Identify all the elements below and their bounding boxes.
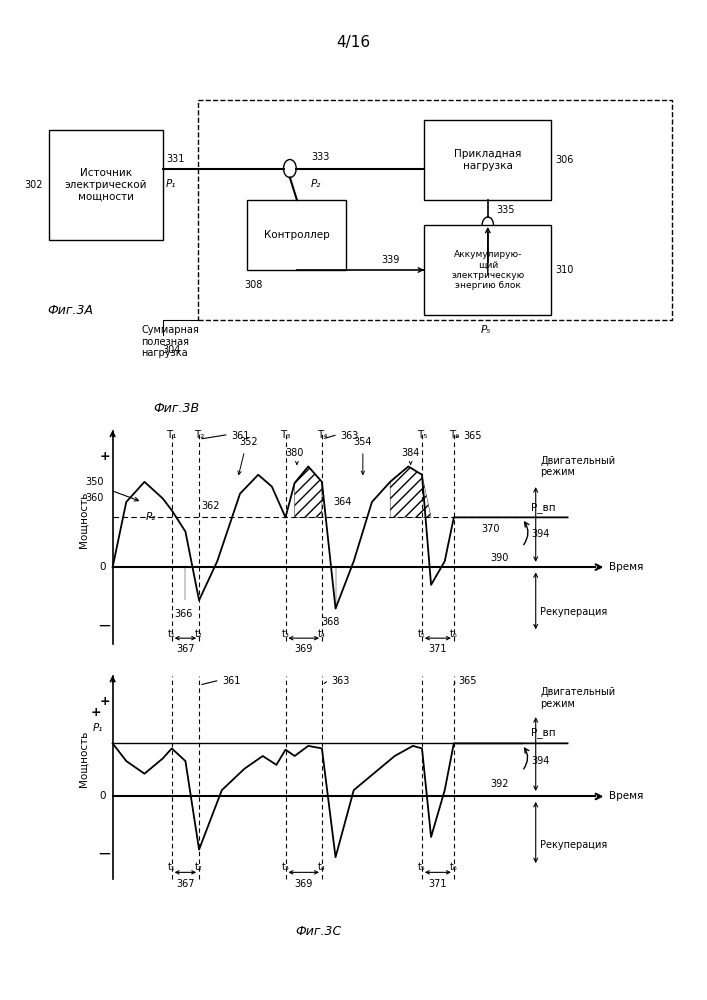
Text: t₂: t₂ [195, 862, 203, 872]
Text: 366: 366 [174, 609, 192, 619]
Text: P₄: P₄ [477, 285, 488, 295]
Text: 339: 339 [382, 255, 400, 265]
Text: P₁: P₁ [93, 723, 103, 733]
Text: T₅: T₅ [417, 430, 427, 440]
Text: 394: 394 [531, 529, 549, 539]
Text: t₄: t₄ [318, 862, 326, 872]
Text: Р_вп: Р_вп [531, 502, 556, 513]
Text: Контроллер: Контроллер [264, 230, 329, 240]
Text: t₃: t₃ [281, 862, 289, 872]
Text: +: + [99, 695, 110, 708]
Text: T₂: T₂ [194, 430, 204, 440]
Text: 363: 363 [331, 676, 349, 686]
Bar [49, 130, 163, 240]
Text: P₅: P₅ [481, 325, 491, 335]
Text: Мощность: Мощность [78, 492, 88, 548]
Text: 371: 371 [428, 879, 447, 889]
Text: t₂: t₂ [195, 629, 203, 639]
Text: 362: 362 [201, 501, 220, 511]
Bar [247, 200, 346, 270]
Text: 4/16: 4/16 [337, 35, 370, 50]
Text: T₄: T₄ [317, 430, 327, 440]
Text: Фиг.3А: Фиг.3А [47, 304, 94, 316]
Circle shape [284, 160, 296, 178]
Text: T₆: T₆ [449, 430, 459, 440]
Text: 369: 369 [295, 644, 313, 654]
Text: Р_вп: Р_вп [531, 727, 556, 738]
Text: +: + [99, 450, 110, 463]
Text: 361: 361 [222, 676, 240, 686]
Text: 365: 365 [458, 676, 477, 686]
Text: 365: 365 [463, 431, 481, 441]
Text: 306: 306 [555, 155, 573, 165]
Text: 367: 367 [176, 644, 194, 654]
Text: Аккумулирую-
щий
электрическую
энергию блок: Аккумулирую- щий электрическую энергию б… [451, 250, 525, 290]
Text: 0: 0 [99, 562, 106, 572]
Text: 368: 368 [322, 617, 340, 627]
Text: +: + [90, 706, 101, 720]
Text: 310: 310 [555, 265, 573, 275]
Text: Мощность: Мощность [78, 730, 88, 787]
Text: 394: 394 [531, 756, 549, 766]
Text: t₅: t₅ [418, 862, 426, 872]
Text: Рекуперация: Рекуперация [540, 607, 607, 617]
Text: 304: 304 [163, 345, 181, 355]
Text: 350: 350 [85, 477, 103, 487]
Bar [198, 100, 672, 320]
Text: Суммарная
полезная
нагрузка: Суммарная полезная нагрузка [141, 325, 199, 358]
Text: t₁: t₁ [168, 629, 175, 639]
Text: 390: 390 [490, 553, 508, 563]
Text: 335: 335 [496, 205, 515, 215]
Text: 392: 392 [490, 779, 508, 789]
Text: P₂: P₂ [311, 179, 322, 189]
Text: 369: 369 [295, 879, 313, 889]
Text: Двигательный
режим: Двигательный режим [540, 456, 615, 477]
Text: 360: 360 [85, 493, 103, 503]
Circle shape [482, 262, 493, 278]
Text: Рекуперация: Рекуперация [540, 840, 607, 850]
Text: 352: 352 [240, 437, 259, 447]
Text: 364: 364 [333, 497, 351, 507]
Text: t₁: t₁ [168, 862, 175, 872]
Text: 380: 380 [286, 448, 304, 458]
Text: 361: 361 [231, 431, 250, 441]
Text: P₃: P₃ [477, 240, 488, 250]
Bar [424, 225, 551, 315]
Text: 308: 308 [244, 280, 262, 290]
Text: 337: 337 [496, 270, 515, 280]
Text: Фиг.3В: Фиг.3В [153, 402, 200, 415]
Text: 0: 0 [99, 791, 106, 801]
Text: t₆: t₆ [450, 629, 457, 639]
Text: Время: Время [609, 562, 643, 572]
Text: t₃: t₃ [281, 629, 289, 639]
Text: P₂: P₂ [146, 512, 156, 522]
Text: 384: 384 [402, 448, 420, 458]
Text: 363: 363 [340, 431, 358, 441]
Circle shape [482, 217, 493, 233]
Text: 371: 371 [428, 644, 447, 654]
Text: T₃: T₃ [280, 430, 291, 440]
Text: Время: Время [609, 791, 643, 801]
Bar [424, 120, 551, 200]
Text: 333: 333 [311, 152, 329, 162]
Text: 354: 354 [354, 437, 372, 447]
Text: T₁: T₁ [167, 430, 177, 440]
Text: 367: 367 [176, 879, 194, 889]
Text: 331: 331 [166, 154, 185, 164]
Text: 370: 370 [481, 524, 500, 534]
Text: t₅: t₅ [418, 629, 426, 639]
Text: Двигательный
режим: Двигательный режим [540, 687, 615, 709]
Text: Фиг.3С: Фиг.3С [295, 925, 341, 938]
Text: 302: 302 [24, 180, 42, 190]
Text: P₁: P₁ [166, 179, 177, 189]
Text: −: − [98, 616, 112, 634]
Text: Прикладная
нагрузка: Прикладная нагрузка [454, 149, 522, 171]
Text: Источник
электрической
мощности: Источник электрической мощности [65, 168, 147, 202]
Text: t₄: t₄ [318, 629, 326, 639]
Text: −: − [98, 845, 112, 863]
Text: t₆: t₆ [450, 862, 457, 872]
